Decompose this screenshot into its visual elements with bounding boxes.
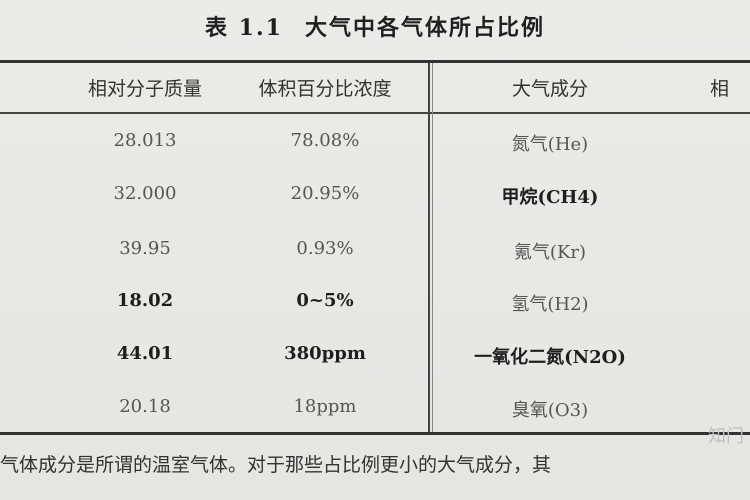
header-component: 大气成分	[511, 78, 588, 100]
table-cell-component: 氢气(H2)	[511, 294, 589, 315]
table-cell-component: 臭氧(O3)	[511, 400, 589, 421]
table-column-divider	[428, 63, 430, 432]
table-header-rule	[0, 112, 750, 114]
table-number: 表 1.1	[205, 15, 283, 41]
table-cell-component: 氪气(Kr)	[513, 242, 587, 263]
table-cell-component: 氮气(He)	[511, 134, 589, 155]
header-molecular-mass: 相对分子质量	[87, 78, 202, 100]
table-cell-mass: 39.95	[119, 238, 171, 259]
watermark: 知门	[708, 426, 744, 447]
table-cell-percent: 380ppm	[284, 343, 366, 364]
header-volume-percent: 体积百分比浓度	[258, 78, 392, 100]
table-cell-mass: 20.18	[119, 396, 171, 417]
table-cell-component: 甲烷(CH4)	[501, 187, 599, 208]
table-cell-mass: 28.013	[113, 130, 177, 151]
body-text-line: 气体成分是所谓的温室气体。对于那些占比例更小的大气成分，其	[0, 454, 552, 476]
table-cell-mass: 32.000	[113, 183, 177, 204]
table-cell-percent: 0~5%	[296, 290, 354, 311]
header-extra: 相	[710, 78, 730, 100]
table-top-rule	[0, 60, 750, 63]
table-cell-component: 一氧化二氮(N2O)	[474, 347, 626, 368]
table-cell-percent: 78.08%	[290, 130, 360, 151]
table-cell-mass: 18.02	[116, 290, 174, 311]
table-cell-mass: 44.01	[116, 343, 174, 364]
table-cell-percent: 18ppm	[293, 396, 357, 417]
table-caption: 大气中各气体所占比例	[304, 15, 545, 41]
table-title: 表 1.1 大气中各气体所占比例	[0, 10, 750, 42]
table-column-divider-inner	[432, 63, 433, 432]
table-cell-percent: 0.93%	[296, 238, 354, 259]
table-cell-percent: 20.95%	[290, 183, 360, 204]
table-bottom-rule	[0, 432, 750, 435]
